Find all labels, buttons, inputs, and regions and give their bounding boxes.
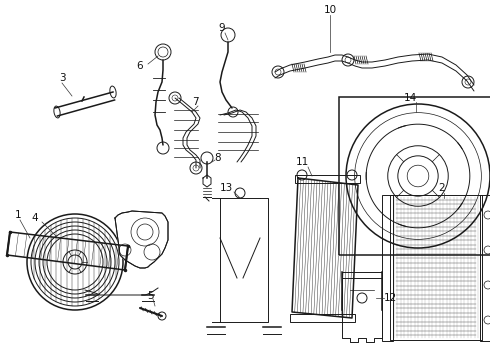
Text: 4: 4	[32, 213, 38, 223]
Text: 9: 9	[219, 23, 225, 33]
Text: 8: 8	[215, 153, 221, 163]
Text: 14: 14	[403, 93, 416, 103]
Text: 11: 11	[295, 157, 309, 167]
Text: 2: 2	[439, 183, 445, 193]
Polygon shape	[115, 211, 168, 268]
Text: 10: 10	[323, 5, 337, 15]
Text: 13: 13	[220, 183, 233, 193]
Text: 3: 3	[59, 73, 65, 83]
Text: 12: 12	[383, 293, 396, 303]
Text: 6: 6	[137, 61, 143, 71]
Text: 5: 5	[147, 291, 153, 301]
Text: 7: 7	[192, 97, 198, 107]
Text: 1: 1	[15, 210, 21, 220]
